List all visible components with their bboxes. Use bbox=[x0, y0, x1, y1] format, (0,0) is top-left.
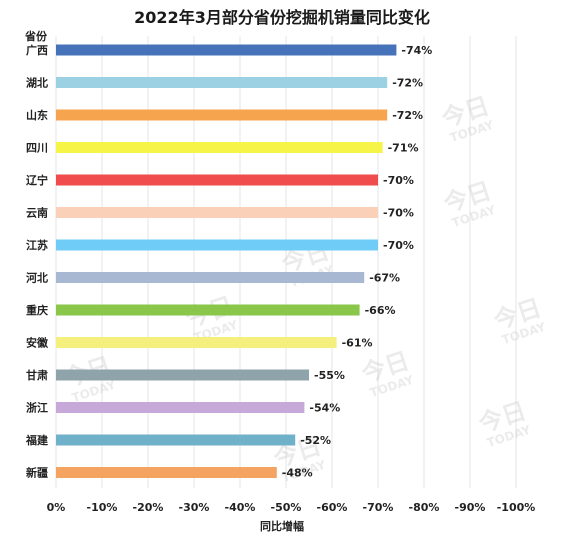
y-tick-label: 山东 bbox=[26, 108, 48, 122]
y-tick-label: 福建 bbox=[25, 433, 49, 447]
y-axis-title: 省份 bbox=[24, 29, 48, 43]
x-tick-label: -50% bbox=[271, 501, 302, 514]
bar bbox=[56, 434, 296, 446]
bar bbox=[56, 207, 378, 218]
bar bbox=[56, 142, 383, 153]
y-tick-label: 浙江 bbox=[26, 401, 48, 415]
data-label: -72% bbox=[392, 77, 423, 90]
x-tick-label: -10% bbox=[87, 501, 118, 514]
data-label: -74% bbox=[401, 44, 432, 57]
labels: 2022年3月部分省份挖掘机销量同比变化 省份 同比增幅 0% -10% -20% -… bbox=[24, 8, 535, 533]
x-tick-label: -20% bbox=[133, 501, 164, 514]
bar bbox=[56, 402, 305, 413]
x-tick-label: -80% bbox=[409, 501, 440, 514]
x-tick-label: -30% bbox=[179, 501, 210, 514]
x-tick-label: -100% bbox=[497, 501, 536, 514]
bar bbox=[56, 272, 365, 283]
x-tick-label: -60% bbox=[317, 501, 348, 514]
data-label: -67% bbox=[369, 272, 400, 285]
bar bbox=[56, 337, 337, 348]
data-label: -70% bbox=[383, 239, 414, 252]
x-tick-label: -90% bbox=[455, 501, 486, 514]
y-tick-label: 甘肃 bbox=[26, 368, 48, 382]
y-tick-label: 湖北 bbox=[26, 76, 48, 90]
y-tick-label: 云南 bbox=[26, 206, 48, 220]
x-tick-label: 0% bbox=[47, 501, 66, 514]
bar bbox=[56, 369, 309, 381]
bar bbox=[56, 304, 360, 316]
bar bbox=[56, 239, 378, 251]
y-tick-label: 广西 bbox=[26, 43, 48, 57]
bar bbox=[56, 467, 277, 478]
bar bbox=[56, 44, 397, 56]
data-label: -55% bbox=[314, 369, 345, 382]
y-tick-label: 辽宁 bbox=[26, 173, 48, 187]
y-tick-label: 安徽 bbox=[26, 336, 49, 350]
chart-title: 2022年3月部分省份挖掘机销量同比变化 bbox=[134, 8, 430, 27]
x-tick-label: -40% bbox=[225, 501, 256, 514]
data-label: -48% bbox=[282, 467, 313, 480]
data-label: -54% bbox=[309, 402, 340, 415]
y-tick-label: 河北 bbox=[26, 271, 48, 285]
data-label: -52% bbox=[300, 434, 331, 447]
y-tick-label: 新疆 bbox=[26, 466, 48, 480]
data-label: -70% bbox=[383, 174, 414, 187]
bar bbox=[56, 77, 388, 88]
x-axis-title: 同比增幅 bbox=[260, 519, 304, 533]
bars bbox=[56, 44, 397, 478]
data-label: -70% bbox=[383, 207, 414, 220]
bar bbox=[56, 109, 388, 121]
data-label: -61% bbox=[342, 337, 373, 350]
data-label: -72% bbox=[392, 109, 423, 122]
bar bbox=[56, 174, 378, 186]
y-tick-label: 重庆 bbox=[26, 303, 48, 317]
data-label: -71% bbox=[388, 142, 419, 155]
x-tick-label: -70% bbox=[363, 501, 394, 514]
y-tick-label: 四川 bbox=[26, 142, 48, 155]
y-tick-label: 江苏 bbox=[26, 238, 48, 252]
data-label: -66% bbox=[365, 304, 396, 317]
